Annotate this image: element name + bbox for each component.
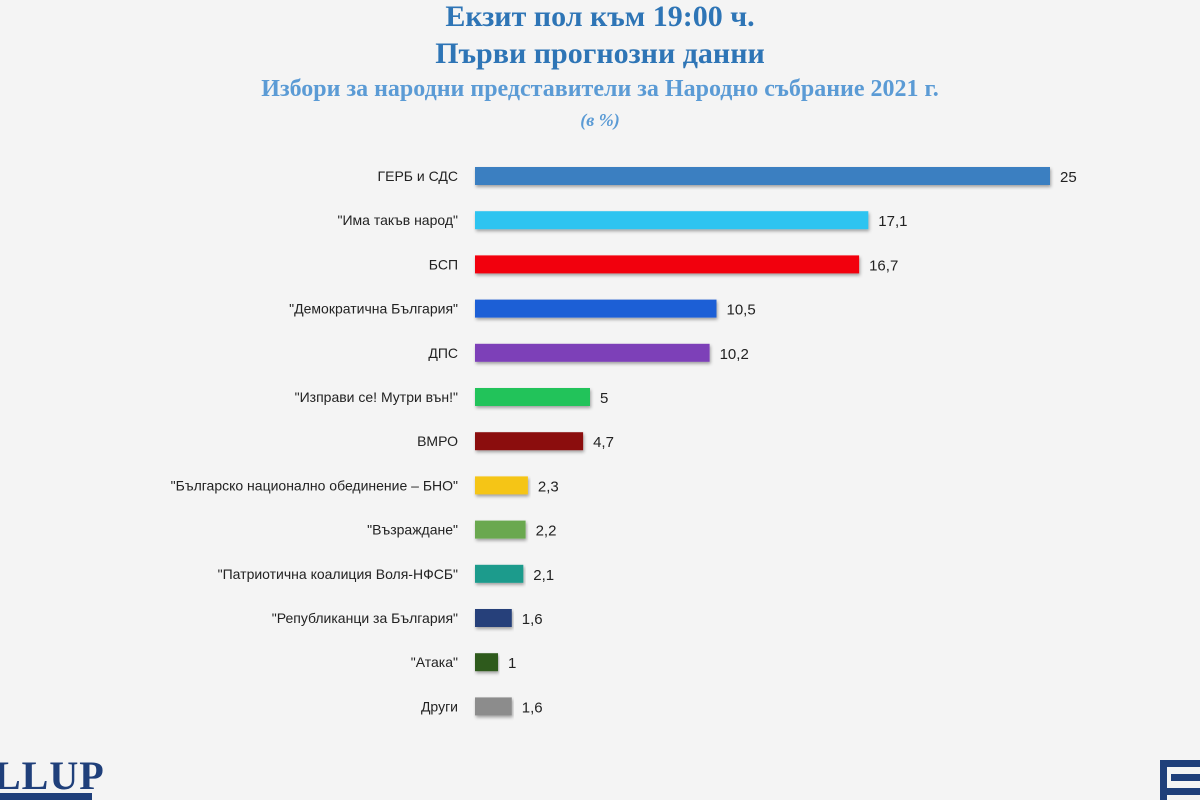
category-label: ГЕРБ и СДС xyxy=(378,168,458,184)
category-label: ДПС xyxy=(428,345,458,361)
bar xyxy=(475,255,860,274)
category-label: "Възраждане" xyxy=(367,522,458,538)
category-label: "Патриотична коалиция Воля-НФСБ" xyxy=(218,566,458,582)
data-label: 10,2 xyxy=(720,346,749,363)
chart-title: Екзит пол към 19:00 ч. xyxy=(445,0,755,33)
chart-subtitle: Избори за народни представители за Народ… xyxy=(261,76,939,102)
bar xyxy=(475,343,710,362)
category-label: "Атака" xyxy=(411,654,458,670)
bar xyxy=(475,432,584,451)
category-label: "Българско национално обединение – БНО" xyxy=(171,477,458,493)
bar xyxy=(475,299,717,318)
category-label: "Има такъв народ" xyxy=(338,212,459,228)
gallup-logo-bar xyxy=(0,793,92,800)
bar xyxy=(475,653,498,672)
bar xyxy=(475,167,1050,185)
data-label: 17,1 xyxy=(878,213,907,230)
bar xyxy=(475,520,526,539)
category-label: Други xyxy=(421,698,458,714)
data-label: 10,5 xyxy=(727,302,756,319)
bar xyxy=(475,388,590,406)
data-label: 5 xyxy=(600,390,608,407)
bar xyxy=(475,697,512,716)
bar xyxy=(475,211,869,230)
chart-title-line2: Първи прогнозни данни xyxy=(435,37,765,70)
data-label: 1 xyxy=(508,655,516,672)
data-label: 2,2 xyxy=(536,523,557,540)
category-label: БСП xyxy=(429,256,458,272)
data-label: 1,6 xyxy=(522,611,543,628)
data-label: 4,7 xyxy=(593,434,614,451)
category-label: ВМРО xyxy=(417,433,458,449)
category-label: "Изправи се! Мутри вън!" xyxy=(295,389,458,405)
category-label: "Демократична България" xyxy=(289,301,458,317)
chart-unit-label: (в %) xyxy=(580,110,620,130)
broadcaster-logo-icon xyxy=(1160,760,1200,800)
bar xyxy=(475,609,512,627)
data-label: 16,7 xyxy=(869,257,898,274)
data-label: 25 xyxy=(1060,169,1077,186)
data-label: 1,6 xyxy=(522,699,543,716)
bar xyxy=(475,564,524,583)
bar xyxy=(475,476,528,495)
category-label: "Републиканци за България" xyxy=(272,610,458,626)
gallup-logo: LLUP xyxy=(0,753,105,798)
data-label: 2,3 xyxy=(538,478,559,495)
data-label: 2,1 xyxy=(533,567,554,584)
